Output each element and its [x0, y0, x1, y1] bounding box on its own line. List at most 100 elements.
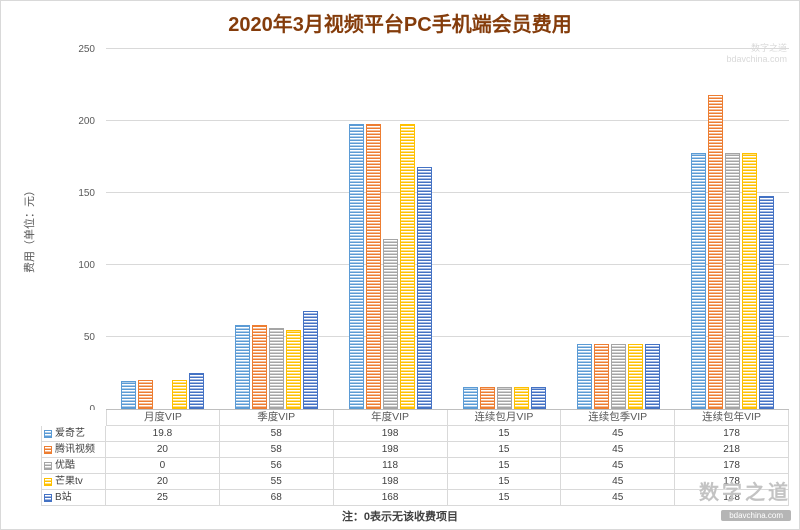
bar-芒果tv — [513, 387, 529, 409]
bar-优酷 — [269, 328, 285, 409]
value-cell: 45 — [561, 426, 676, 442]
bar-爱奇艺 — [690, 152, 706, 409]
watermark-logo-url: bdavchina.com — [721, 510, 791, 521]
value-cell: 178 — [675, 474, 789, 490]
value-cell: 0 — [106, 458, 220, 474]
category-label: 连续包月VIP — [447, 410, 562, 426]
bar-芒果tv — [400, 123, 416, 409]
gridline — [106, 192, 789, 193]
y-tick-label: 250 — [78, 44, 95, 55]
value-cell: 118 — [333, 458, 448, 474]
value-cell: 45 — [561, 442, 676, 458]
value-cell: 198 — [333, 442, 448, 458]
bar-芒果tv — [172, 380, 188, 409]
series-name: 爱奇艺 — [55, 428, 85, 439]
value-cell: 19.8 — [106, 426, 220, 442]
y-tick-label: 200 — [78, 116, 95, 127]
value-cell: 15 — [447, 490, 562, 506]
footnote: 注：0表示无该收费项目 — [341, 511, 459, 523]
series-name: 腾讯视频 — [55, 444, 95, 455]
bar-优酷 — [724, 152, 740, 409]
bar-爱奇艺 — [121, 380, 137, 409]
gridline — [106, 120, 789, 121]
bar-group — [220, 49, 334, 409]
watermark-top: 数字之道 bdavchina.com — [726, 43, 787, 65]
bar-B站 — [417, 167, 433, 409]
legend-swatch — [44, 429, 52, 438]
value-cell: 45 — [561, 490, 676, 506]
bar-B站 — [303, 311, 319, 409]
bar-腾讯视频 — [707, 95, 723, 409]
watermark-top-line2: bdavchina.com — [726, 54, 787, 64]
value-cell: 168 — [333, 490, 448, 506]
watermark-logo-text: 数字之道 — [699, 482, 791, 504]
bar-爱奇艺 — [576, 344, 592, 409]
watermark-logo: 数字之道 bdavchina.com — [699, 476, 791, 523]
bar-优酷 — [383, 239, 399, 409]
bar-爱奇艺 — [462, 387, 478, 409]
bar-腾讯视频 — [366, 123, 382, 409]
y-axis-title: 费用（单位：元） — [24, 185, 36, 273]
bar-腾讯视频 — [593, 344, 609, 409]
bar-腾讯视频 — [252, 325, 268, 409]
value-cell: 68 — [219, 490, 334, 506]
series-name: B站 — [55, 492, 72, 503]
bar-B站 — [530, 387, 546, 409]
legend-swatch — [44, 477, 52, 486]
plot-area — [106, 48, 789, 410]
value-cell: 45 — [561, 474, 676, 490]
y-tick-label: 50 — [83, 332, 95, 343]
value-cell: 55 — [219, 474, 334, 490]
value-cell: 58 — [219, 426, 334, 442]
series-label: 爱奇艺 — [41, 426, 106, 442]
value-cell: 45 — [561, 458, 676, 474]
bar-优酷 — [610, 344, 626, 409]
value-cell: 15 — [447, 426, 562, 442]
y-tick-label: 150 — [78, 188, 95, 199]
bar-优酷 — [496, 387, 512, 409]
value-cell: 25 — [106, 490, 220, 506]
series-label: B站 — [41, 490, 106, 506]
bar-group — [675, 49, 789, 409]
value-cell: 198 — [333, 474, 448, 490]
bar-爱奇艺 — [349, 123, 365, 409]
data-table: 月度VIP 季度VIP 年度VIP 连续包月VIP 连续包季VIP 连续包年VIP 爱奇艺 1… — [41, 410, 789, 506]
legend-swatch — [44, 461, 52, 470]
category-label: 季度VIP — [219, 410, 334, 426]
bar-爱奇艺 — [235, 325, 251, 409]
value-cell: 15 — [447, 458, 562, 474]
value-cell: 15 — [447, 442, 562, 458]
bar-group — [447, 49, 561, 409]
chart-title: 2020年3月视频平台PC手机端会员费用 — [228, 14, 572, 36]
value-cell: 218 — [675, 442, 789, 458]
bar-芒果tv — [741, 152, 757, 409]
bar-芒果tv — [627, 344, 643, 409]
value-cell: 58 — [219, 442, 334, 458]
bar-group — [561, 49, 675, 409]
category-label: 连续包季VIP — [561, 410, 676, 426]
category-label: 月度VIP — [106, 410, 220, 426]
gridline — [106, 48, 789, 49]
bar-B站 — [189, 373, 205, 409]
table-corner — [41, 410, 106, 426]
bar-腾讯视频 — [479, 387, 495, 409]
value-cell: 20 — [106, 474, 220, 490]
value-cell: 56 — [219, 458, 334, 474]
series-name: 优酷 — [55, 460, 75, 471]
y-axis-ticks: 0 50 100 150 200 250 — [56, 44, 101, 415]
series-label: 芒果tv — [41, 474, 106, 490]
bar-group — [334, 49, 448, 409]
y-tick-label: 100 — [78, 260, 95, 271]
category-label: 连续包年VIP — [675, 410, 789, 426]
gridline — [106, 336, 789, 337]
legend-swatch — [44, 493, 52, 502]
bar-B站 — [758, 195, 774, 409]
gridline — [106, 264, 789, 265]
bar-B站 — [644, 344, 660, 409]
legend-swatch — [44, 445, 52, 454]
bar-腾讯视频 — [138, 380, 154, 409]
watermark-top-line1: 数字之道 — [750, 43, 787, 53]
value-cell: 178 — [675, 458, 789, 474]
value-cell: 15 — [447, 474, 562, 490]
